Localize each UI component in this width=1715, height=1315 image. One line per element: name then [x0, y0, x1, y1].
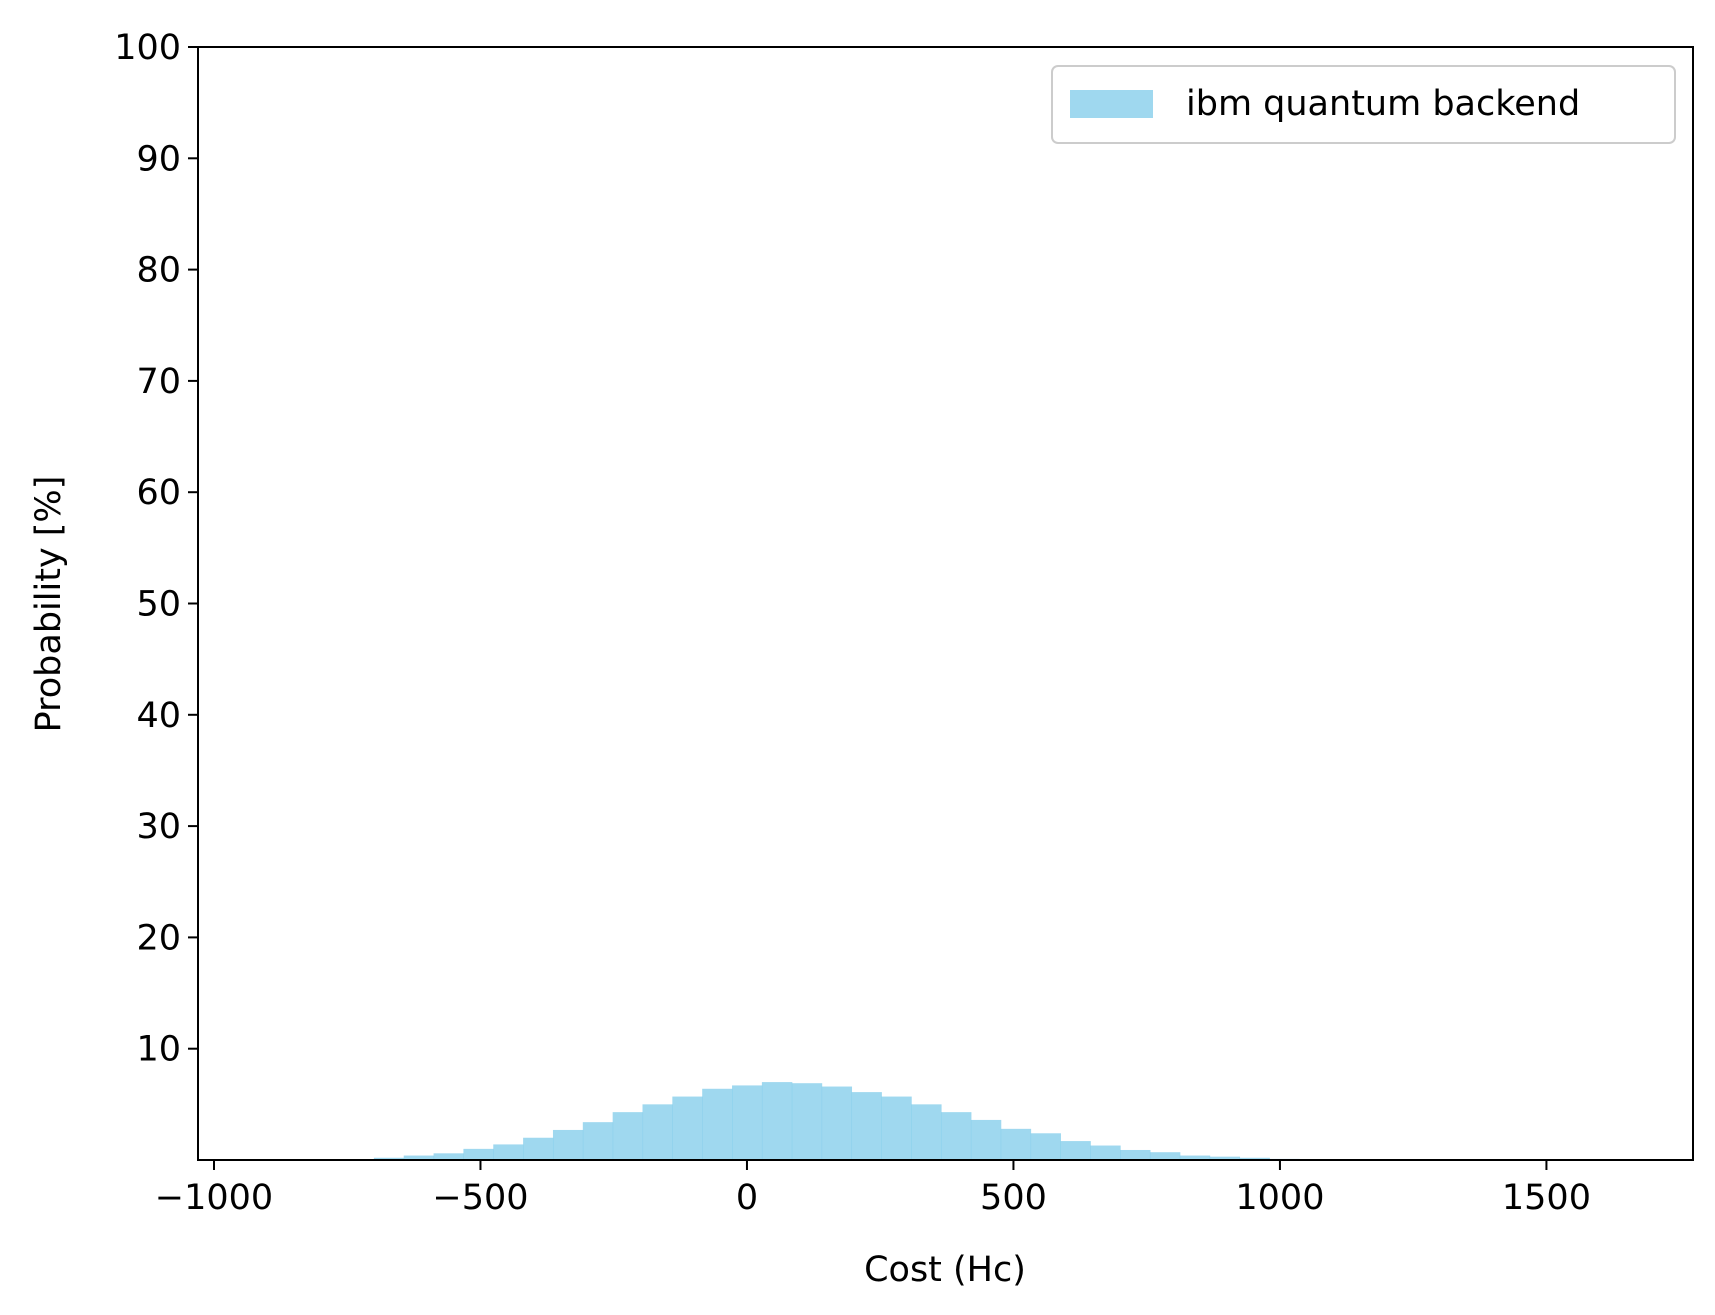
histogram-bar: [1120, 1149, 1151, 1160]
histogram-bar: [612, 1112, 644, 1160]
legend-swatch: [1070, 90, 1153, 118]
x-tick-label: −1000: [155, 1178, 273, 1218]
y-tick-label: 40: [136, 696, 181, 736]
y-tick-label: 90: [136, 139, 181, 179]
histogram-bar: [552, 1129, 584, 1160]
histogram-bar: [761, 1082, 793, 1160]
y-axis: 10 20 30 40 50 60 70 80 90 100: [114, 28, 198, 1070]
x-tick-label: 0: [736, 1178, 758, 1218]
x-tick-label: 500: [980, 1178, 1047, 1218]
y-tick-label: 50: [136, 585, 181, 625]
histogram-bar: [1239, 1157, 1270, 1160]
legend-box: [1051, 65, 1676, 144]
histogram-bar: [940, 1112, 972, 1160]
y-tick-label: 20: [136, 918, 181, 958]
legend: ibm quantum backend: [1051, 65, 1676, 144]
x-tick-label: 1000: [1235, 1178, 1324, 1218]
histogram-bar: [851, 1092, 882, 1160]
histogram-bar: [1149, 1152, 1181, 1160]
histogram-bar: [791, 1083, 823, 1160]
y-tick-label: 70: [136, 362, 181, 402]
histogram-bar: [821, 1086, 853, 1160]
histogram-bar: [1060, 1141, 1091, 1160]
histogram-bar: [881, 1096, 912, 1160]
x-tick-label: −500: [432, 1178, 528, 1218]
x-axis: −1000 −500 0 500 1000 1500: [155, 1160, 1591, 1218]
histogram-bar: [582, 1122, 614, 1160]
histogram-bar: [463, 1148, 494, 1160]
histogram-bar: [1179, 1155, 1211, 1160]
histogram-bar: [403, 1155, 435, 1160]
histogram-bar: [373, 1157, 405, 1160]
histogram-bars: [373, 1082, 1300, 1160]
histogram-bar: [702, 1088, 733, 1160]
histogram-bar: [523, 1137, 554, 1160]
y-tick-label: 60: [136, 473, 181, 513]
histogram-bar: [911, 1104, 942, 1160]
legend-label: ibm quantum backend: [1186, 84, 1580, 124]
y-tick-label: 10: [136, 1030, 181, 1070]
histogram-bar: [1209, 1156, 1241, 1160]
y-tick-label: 80: [136, 251, 181, 291]
histogram-bar: [493, 1144, 524, 1160]
histogram-bar: [642, 1104, 673, 1160]
histogram-bar: [970, 1119, 1002, 1160]
histogram-bar: [732, 1085, 763, 1160]
x-tick-label: 1500: [1502, 1178, 1591, 1218]
histogram-bar: [433, 1153, 465, 1160]
histogram-bar: [1030, 1133, 1061, 1160]
x-axis-title: Cost (Hc): [864, 1250, 1026, 1290]
y-tick-label: 30: [136, 807, 181, 847]
histogram-bar: [672, 1096, 703, 1160]
histogram-bar: [1000, 1128, 1032, 1160]
y-tick-label: 100: [114, 28, 181, 68]
y-axis-title: Probability [%]: [29, 476, 69, 733]
histogram-bar: [1090, 1145, 1121, 1160]
